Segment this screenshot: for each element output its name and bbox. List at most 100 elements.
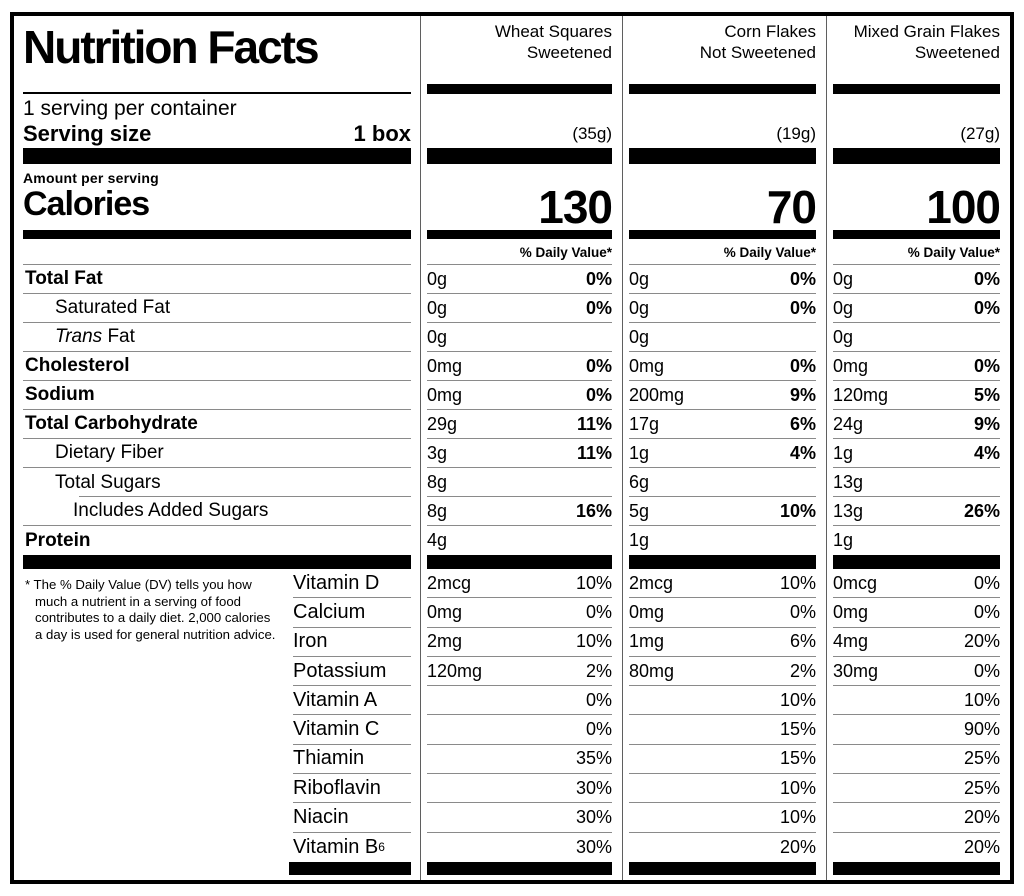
vitamin-values-row: 30mg 0% xyxy=(833,657,1000,687)
nutrient-amount: 1g xyxy=(629,530,650,550)
nutrient-amount: 1g xyxy=(629,442,650,463)
nutrient-row: Saturated Fat xyxy=(23,294,411,323)
nutrient-amount: 13g xyxy=(833,471,864,492)
vitamin-amount: 0mg xyxy=(629,601,665,622)
vitamin-amount: 0mcg xyxy=(833,572,878,593)
vitamin-values-row: 15% xyxy=(629,715,816,745)
nutrient-daily-value: 0% xyxy=(789,268,816,289)
nutrient-amount: 3g xyxy=(427,442,448,463)
product-header: Wheat Squares Sweetened xyxy=(427,16,612,94)
nutrient-amount: 0g xyxy=(833,326,854,347)
vitamin-amount: 2mcg xyxy=(427,572,472,593)
vitamin-daily-value: 2% xyxy=(585,660,612,681)
nutrient-daily-value: 4% xyxy=(973,442,1000,463)
nutrient-amount: 17g xyxy=(629,413,660,434)
nutrient-values-row: 13g 26% xyxy=(833,497,1000,526)
nutrient-amount: 0mg xyxy=(833,355,869,376)
vitamin-daily-value: 0% xyxy=(973,572,1000,593)
vitamin-values-row: 30% xyxy=(427,833,612,862)
nutrient-values-row: 120mg 5% xyxy=(833,381,1000,410)
nutrient-daily-value: 10% xyxy=(779,500,816,521)
product-name-line1: Corn Flakes xyxy=(724,22,816,41)
vitamin-values-row: 30% xyxy=(427,774,612,804)
vitamin-daily-value: 25% xyxy=(963,748,1000,769)
nutrient-daily-value: 0% xyxy=(585,384,612,405)
nutrient-values-row: 24g 9% xyxy=(833,410,1000,439)
vitamin-name-row: Vitamin C xyxy=(293,715,411,745)
vitamin-name-row: Riboflavin xyxy=(293,774,411,804)
nutrient-amount: 24g xyxy=(833,413,864,434)
vitamin-values-row: 0mcg 0% xyxy=(833,569,1000,599)
nutrient-label: Protein xyxy=(25,529,91,551)
nutrient-row: Cholesterol xyxy=(23,352,411,381)
nutrient-amount: 0g xyxy=(427,297,448,318)
nutrient-daily-value: 5% xyxy=(973,384,1000,405)
nutrient-amount: 5g xyxy=(629,500,650,521)
divider-bar-medium xyxy=(833,230,1000,239)
vitamin-name-row: Iron xyxy=(293,628,411,657)
product-name-line2: Sweetened xyxy=(526,42,612,62)
nutrient-values-column: 0g 0% 0g 0% 0g 0mg 0% 0mg 0% 29g 11% 3g 11% 8g 8g 16% 4g xyxy=(427,265,612,555)
nutrient-daily-value: 0% xyxy=(973,268,1000,289)
nutrient-values-row: 0g 0% xyxy=(629,294,816,323)
vitamin-name-row: Potassium xyxy=(293,657,411,687)
nutrient-values-row: 0g 0% xyxy=(427,265,612,294)
product-column-corn-flakes: Corn Flakes Not Sweetened (19g) 70 % Dai… xyxy=(622,16,826,880)
vitamins-section-left: * The % Daily Value (DV) tells you how m… xyxy=(23,569,411,862)
vitamin-values-row: 2mcg 10% xyxy=(629,569,816,599)
vitamin-values-row: 25% xyxy=(833,774,1000,804)
vitamin-daily-value: 6% xyxy=(789,631,816,652)
nutrient-amount: 6g xyxy=(629,471,650,492)
nutrient-label: Total Carbohydrate xyxy=(25,413,198,434)
nutrient-daily-value: 16% xyxy=(575,500,612,521)
nutrient-values-row: 3g 11% xyxy=(427,439,612,468)
vitamin-values-row: 20% xyxy=(833,803,1000,833)
divider-bar-medium xyxy=(629,84,816,94)
divider-bar-thick xyxy=(629,555,816,569)
divider-bar-thick xyxy=(427,555,612,569)
nutrient-daily-value: 9% xyxy=(789,384,816,405)
serving-weight: (27g) xyxy=(960,124,1000,143)
vitamin-name-row: Calcium xyxy=(293,598,411,628)
nutrient-daily-value: 0% xyxy=(973,355,1000,376)
nutrient-values-column: 0g 0% 0g 0% 0g 0mg 0% 120mg 5% 24g 9% 1g 4% 13g 13g 26%… xyxy=(833,265,1000,555)
vitamin-amount: 2mcg xyxy=(629,572,674,593)
nutrient-daily-value: 0% xyxy=(789,355,816,376)
nutrient-amount: 1g xyxy=(833,442,854,463)
nutrient-label: Cholesterol xyxy=(25,355,130,376)
vitamin-daily-value: 20% xyxy=(963,836,1000,857)
label-header: Nutrition Facts xyxy=(23,16,411,94)
vitamin-values-row: 10% xyxy=(629,686,816,716)
nutrient-daily-value: 11% xyxy=(576,442,612,463)
nutrient-values-row: 13g xyxy=(833,468,1000,497)
vitamin-name-row: Vitamin D xyxy=(293,569,411,599)
nutrient-amount: 120mg xyxy=(833,384,889,405)
vitamin-amount: 120mg xyxy=(427,660,483,681)
nutrient-amount: 200mg xyxy=(629,384,685,405)
nutrient-row: Protein xyxy=(23,526,411,555)
calories-value: 100 xyxy=(926,180,1001,233)
vitamin-name-column: Vitamin D Calcium Iron Potassium Vitamin A Vi… xyxy=(293,569,411,862)
nutrient-values-row: 0g 0% xyxy=(833,265,1000,294)
vitamin-values-row: 2mg 10% xyxy=(427,628,612,657)
nutrient-row: Sodium xyxy=(23,381,411,410)
nutrient-row: Total Fat xyxy=(23,265,411,294)
vitamin-values-column: 2mcg 10% 0mg 0% 1mg 6% 80mg 2% 10% 15% 15% 10% 10% 20… xyxy=(629,569,816,862)
daily-value-header: % Daily Value* xyxy=(629,239,816,265)
nutrient-amount: 4g xyxy=(427,530,448,550)
vitamin-amount: 1mg xyxy=(629,631,665,652)
vitamin-daily-value: 10% xyxy=(575,631,612,652)
nutrient-amount: 0mg xyxy=(427,384,463,405)
vitamin-daily-value: 0% xyxy=(789,601,816,622)
divider-bar-thick xyxy=(629,148,816,164)
nutrient-label: Sodium xyxy=(25,384,95,405)
nutrient-amount: 0g xyxy=(427,268,448,289)
vitamin-daily-value: 0% xyxy=(973,601,1000,622)
vitamin-values-row: 90% xyxy=(833,715,1000,745)
nutrient-amount: 13g xyxy=(833,500,864,521)
vitamin-values-row: 0% xyxy=(427,686,612,716)
footnote: * The % Daily Value (DV) tells you how m… xyxy=(25,577,276,642)
vitamin-values-column: 2mcg 10% 0mg 0% 2mg 10% 120mg 2% 0% 0% 35% 30% 30% 30… xyxy=(427,569,612,862)
